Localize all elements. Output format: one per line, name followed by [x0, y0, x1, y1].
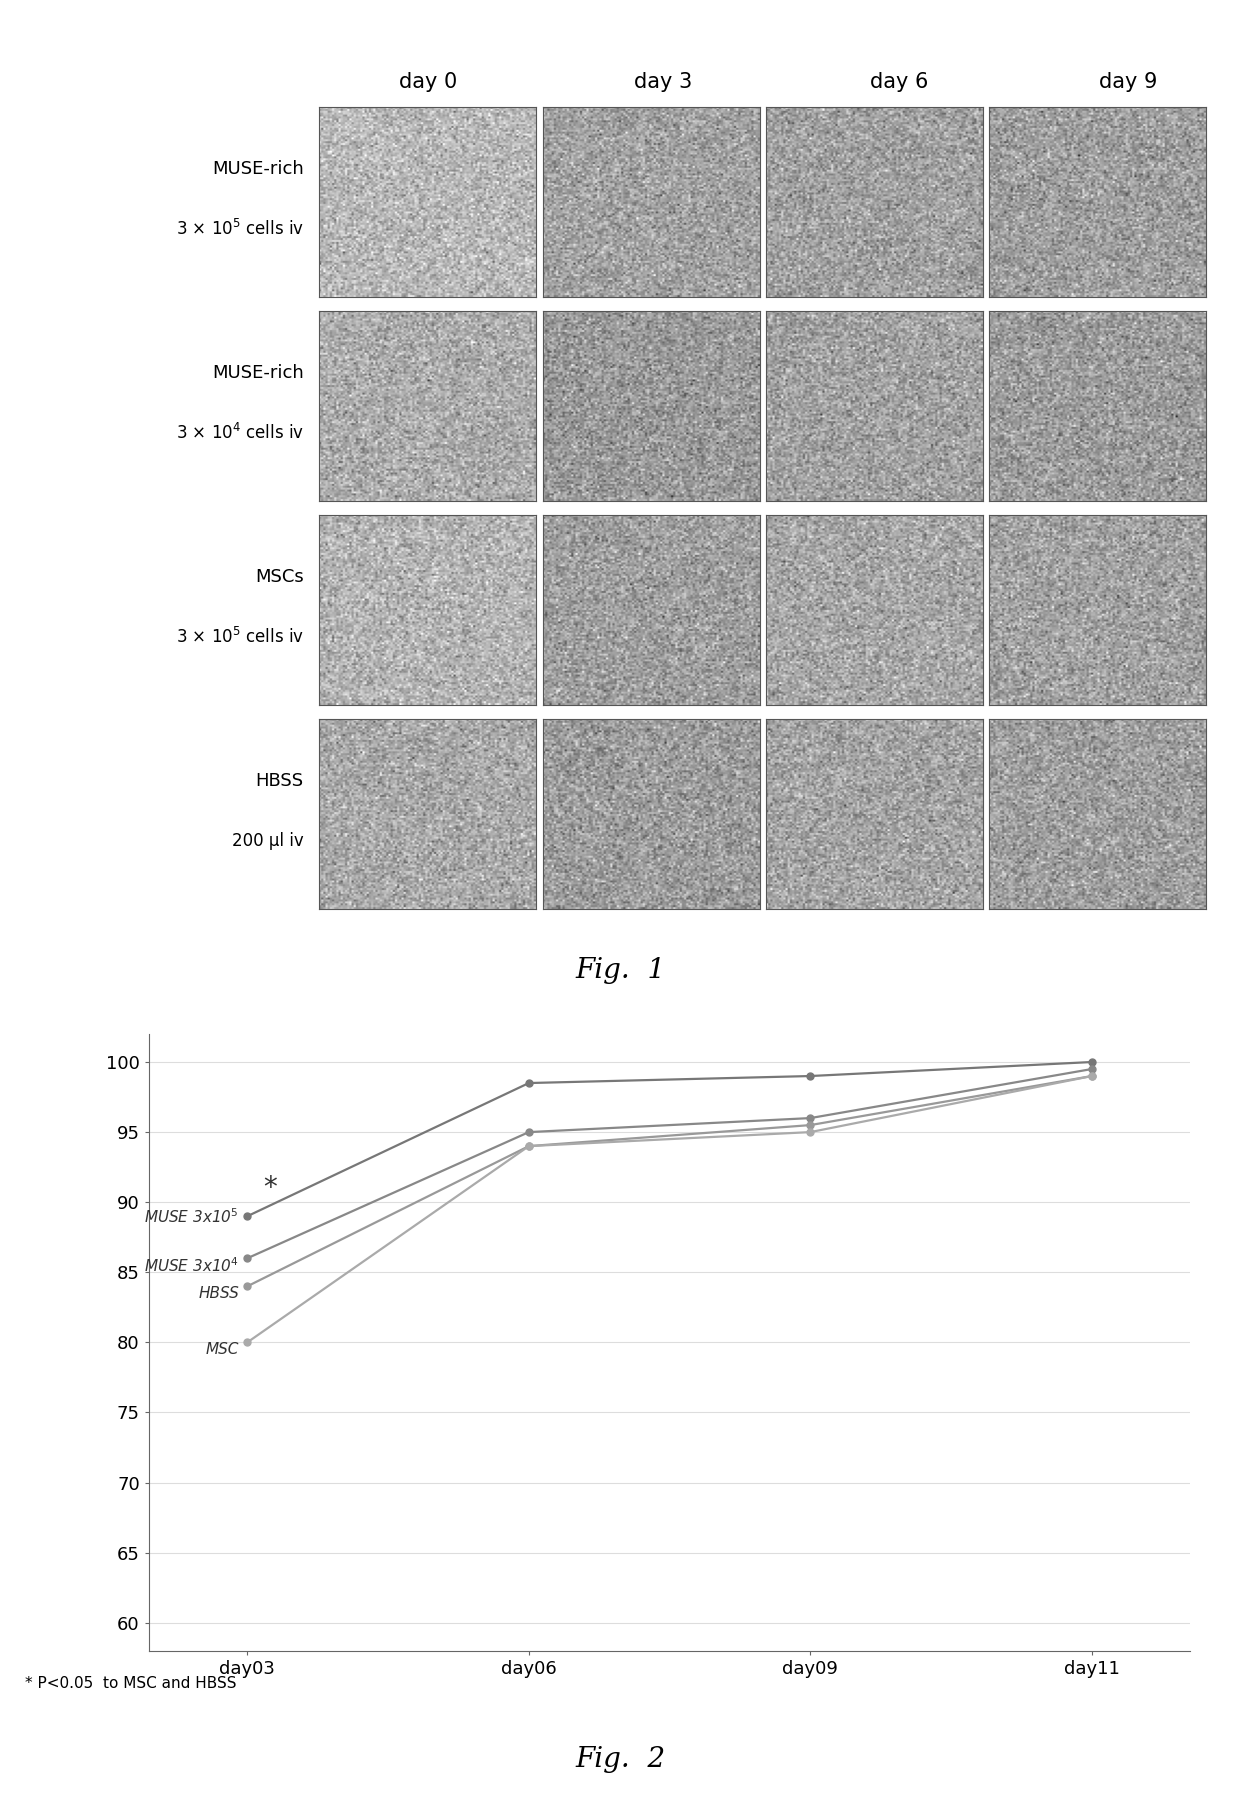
Text: MUSE 3x10$^5$: MUSE 3x10$^5$	[144, 1206, 239, 1226]
Text: * P<0.05  to MSC and HBSS: * P<0.05 to MSC and HBSS	[25, 1676, 237, 1691]
Text: MSC: MSC	[206, 1342, 239, 1357]
Text: 3 × 10$^4$ cells iv: 3 × 10$^4$ cells iv	[176, 423, 304, 443]
Text: MSCs: MSCs	[255, 568, 304, 586]
Text: *: *	[263, 1174, 277, 1203]
Text: MUSE 3x10$^4$: MUSE 3x10$^4$	[144, 1255, 239, 1275]
Text: day 0: day 0	[399, 71, 456, 93]
Text: HBSS: HBSS	[198, 1286, 239, 1301]
Text: 3 × 10$^5$ cells iv: 3 × 10$^5$ cells iv	[176, 628, 304, 648]
Text: MUSE-rich: MUSE-rich	[212, 160, 304, 178]
Text: day 9: day 9	[1099, 71, 1158, 93]
Text: MUSE-rich: MUSE-rich	[212, 365, 304, 383]
Text: Fig.  1: Fig. 1	[575, 958, 665, 983]
Text: Fig.  2: Fig. 2	[575, 1747, 665, 1772]
Text: HBSS: HBSS	[255, 773, 304, 791]
Text: 200 μl iv: 200 μl iv	[232, 833, 304, 851]
Text: day 3: day 3	[635, 71, 692, 93]
Text: day 6: day 6	[869, 71, 929, 93]
Text: 3 × 10$^5$ cells iv: 3 × 10$^5$ cells iv	[176, 219, 304, 239]
